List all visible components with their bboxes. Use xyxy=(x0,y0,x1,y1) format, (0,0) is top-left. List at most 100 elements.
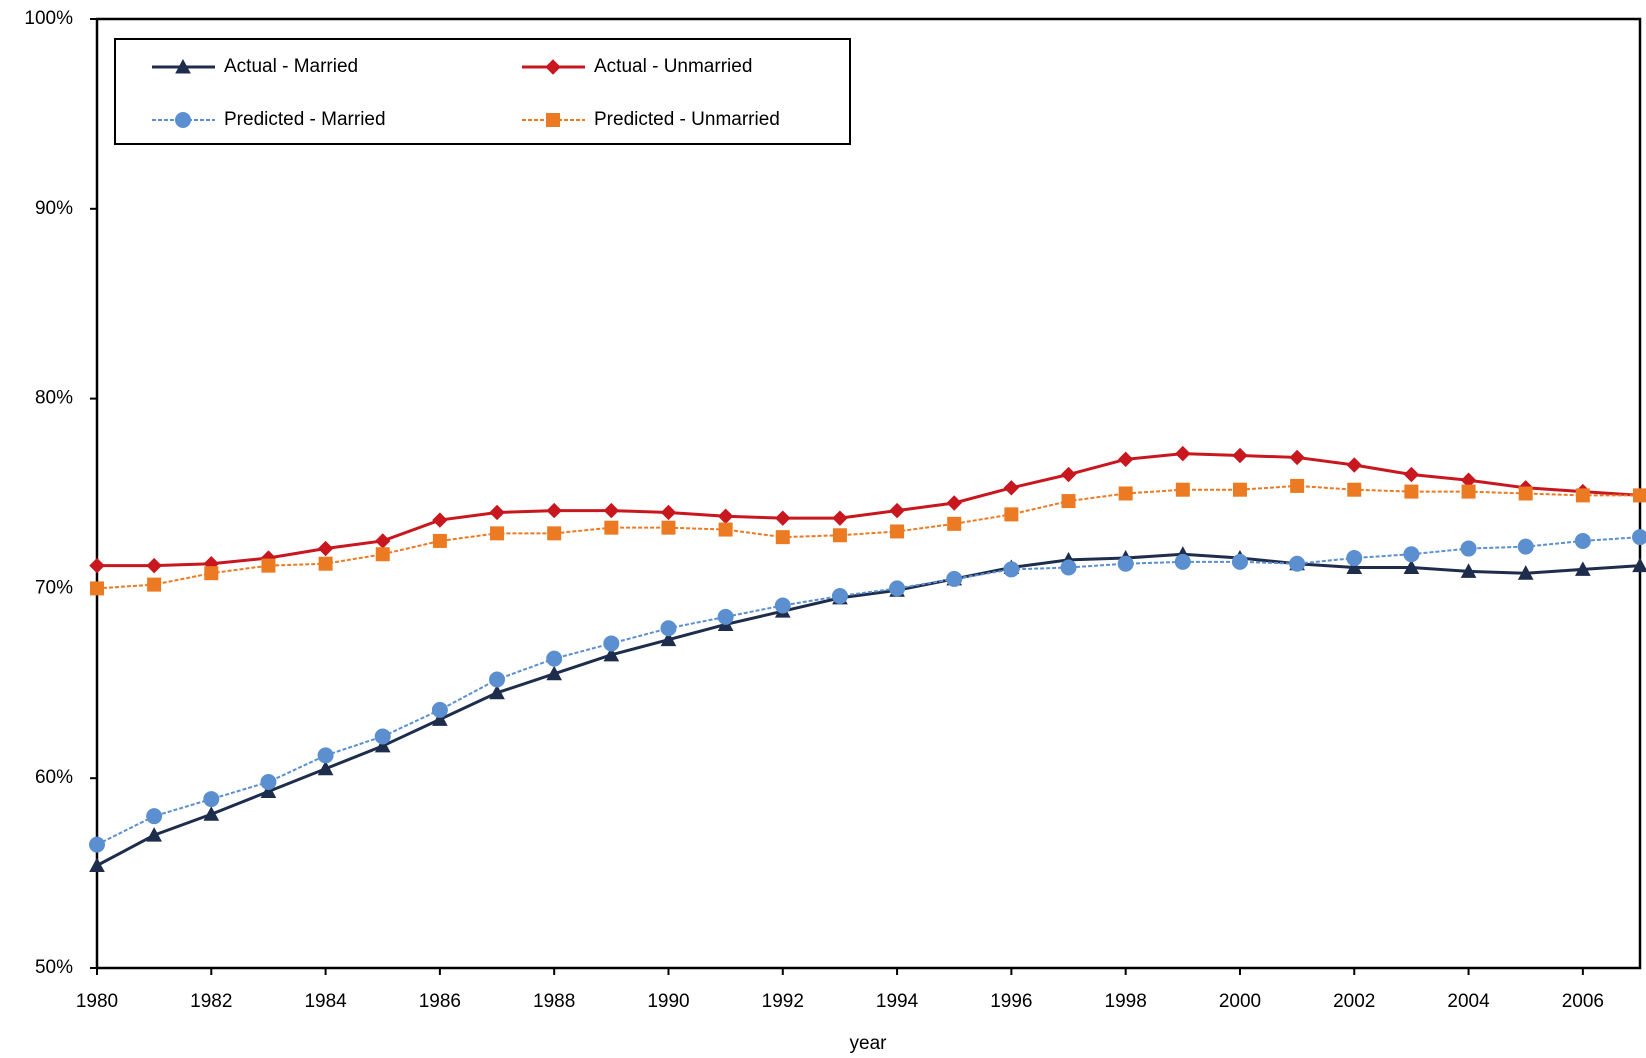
legend-box xyxy=(114,38,851,145)
marker xyxy=(146,827,162,842)
marker xyxy=(1403,546,1420,563)
x-tick-label: 2000 xyxy=(1219,991,1261,1012)
marker xyxy=(432,533,447,548)
y-tick-label: 80% xyxy=(35,388,73,409)
marker xyxy=(890,524,905,539)
marker xyxy=(89,836,105,853)
marker xyxy=(1004,507,1019,522)
marker xyxy=(1403,466,1420,483)
x-tick-label: 1998 xyxy=(1105,991,1147,1012)
x-tick-label: 2006 xyxy=(1562,991,1604,1012)
marker xyxy=(1060,466,1077,483)
y-tick-label: 90% xyxy=(35,198,73,219)
marker xyxy=(1003,480,1020,496)
marker xyxy=(717,608,734,625)
marker xyxy=(1346,550,1363,567)
series-line xyxy=(96,552,1641,867)
marker xyxy=(317,760,334,776)
marker xyxy=(1346,457,1362,473)
marker xyxy=(1404,484,1419,499)
marker xyxy=(947,516,962,531)
marker xyxy=(203,791,220,808)
marker xyxy=(432,512,448,528)
x-tick-label: 1992 xyxy=(762,991,804,1012)
marker xyxy=(946,570,963,587)
marker xyxy=(660,504,677,521)
marker xyxy=(260,773,277,790)
marker xyxy=(375,547,390,562)
marker xyxy=(1632,529,1646,546)
marker xyxy=(547,526,562,541)
legend-label: Predicted - Unmarried xyxy=(594,109,780,130)
y-tick-label: 50% xyxy=(35,957,73,978)
marker xyxy=(89,857,105,873)
marker xyxy=(1232,447,1248,464)
marker xyxy=(1232,482,1247,497)
marker xyxy=(832,528,847,543)
marker xyxy=(1175,482,1190,497)
marker xyxy=(1174,553,1191,570)
marker xyxy=(546,502,562,519)
legend-label: Actual - Unmarried xyxy=(594,56,752,77)
marker xyxy=(1575,561,1591,576)
y-tick-label: 100% xyxy=(24,8,73,29)
marker xyxy=(603,635,620,652)
marker xyxy=(431,701,448,718)
marker xyxy=(1060,559,1077,576)
marker xyxy=(490,526,505,541)
marker xyxy=(489,504,505,521)
x-tick-label: 1982 xyxy=(190,991,232,1012)
marker xyxy=(1118,486,1133,501)
marker xyxy=(718,522,733,537)
legend-label: Predicted - Married xyxy=(224,109,386,130)
marker xyxy=(660,620,677,637)
legend-label: Actual - Married xyxy=(224,56,358,77)
marker xyxy=(774,597,791,614)
marker xyxy=(603,646,620,662)
marker xyxy=(175,112,191,128)
marker xyxy=(1003,561,1020,578)
series-line xyxy=(97,452,1641,568)
marker xyxy=(1460,540,1477,557)
marker xyxy=(1460,563,1477,578)
marker xyxy=(1289,449,1305,466)
marker xyxy=(261,558,276,573)
marker xyxy=(260,783,277,798)
marker xyxy=(90,581,104,596)
marker xyxy=(317,540,334,557)
marker xyxy=(1347,482,1362,497)
marker xyxy=(1633,488,1646,503)
x-tick-label: 1990 xyxy=(647,991,689,1012)
x-tick-label: 1994 xyxy=(876,991,919,1012)
marker xyxy=(204,566,219,581)
marker xyxy=(175,58,191,74)
marker xyxy=(1461,484,1476,499)
marker xyxy=(832,510,848,526)
marker xyxy=(146,557,162,574)
marker xyxy=(831,587,848,604)
marker xyxy=(1117,555,1134,572)
series-line xyxy=(96,536,1641,846)
marker xyxy=(89,557,105,574)
marker xyxy=(660,631,677,647)
x-tick-label: 1988 xyxy=(533,991,575,1012)
marker xyxy=(1518,486,1533,501)
marker xyxy=(1346,559,1363,575)
legend: Actual - Married Actual - Unmarried Predic… xyxy=(114,38,851,145)
marker xyxy=(1231,553,1248,570)
marker xyxy=(775,510,791,526)
y-tick-label: 60% xyxy=(35,767,73,788)
marker xyxy=(946,495,962,511)
x-axis-label: year xyxy=(850,1033,888,1054)
marker xyxy=(146,808,163,825)
marker xyxy=(546,650,563,667)
series-line xyxy=(96,484,1640,590)
x-tick-label: 1980 xyxy=(76,991,118,1012)
marker xyxy=(1289,555,1306,572)
marker xyxy=(1632,557,1646,573)
marker xyxy=(545,59,561,75)
marker xyxy=(375,533,391,549)
marker xyxy=(489,671,506,688)
marker xyxy=(546,665,563,681)
